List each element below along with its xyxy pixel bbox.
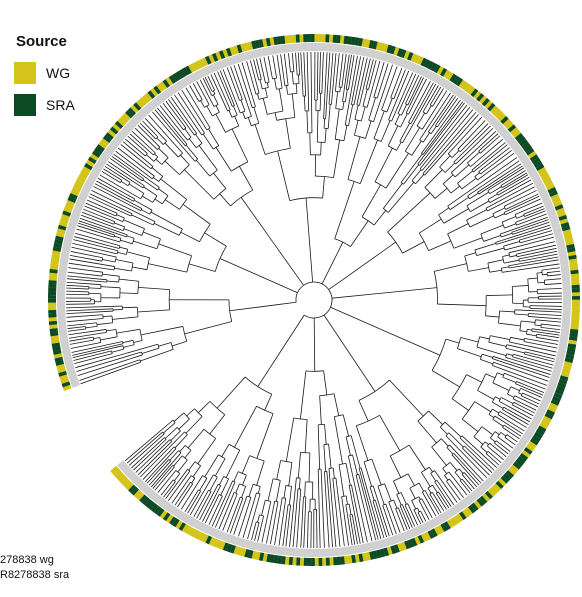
legend-item-sra: SRA — [14, 94, 90, 118]
source-annotation-ring — [48, 34, 580, 567]
tip-label-wg: 278838 wg — [0, 554, 54, 566]
source-legend: Source WG SRA — [6, 28, 86, 126]
tree-branches — [66, 52, 562, 549]
legend-swatch-sra — [14, 94, 36, 116]
inner-gray-ring — [56, 42, 571, 557]
legend-item-wg: WG — [14, 62, 90, 86]
legend-swatch-wg — [14, 62, 36, 84]
legend-label-wg: WG — [46, 65, 71, 81]
legend-title: Source — [16, 33, 67, 50]
legend-label-sra: SRA — [46, 97, 75, 113]
tip-label-sra: R8278838 sra — [0, 569, 70, 581]
